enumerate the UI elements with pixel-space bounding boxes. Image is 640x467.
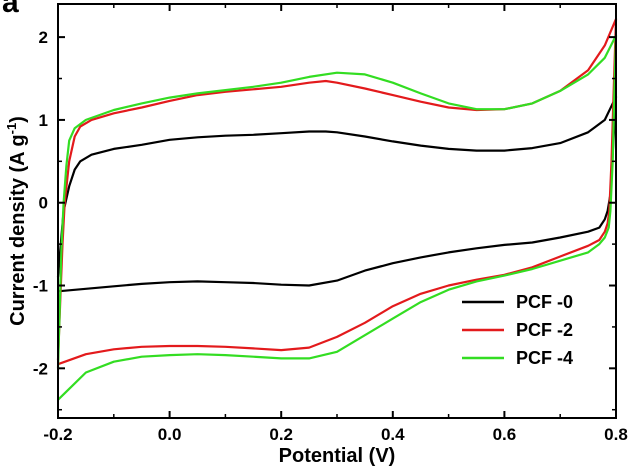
y-axis-label-main: Current density (A g <box>7 134 29 326</box>
x-tick-label: 0.8 <box>604 425 628 444</box>
ticks-layer <box>57 4 617 418</box>
x-tick-label: 0.4 <box>381 425 405 444</box>
x-tick-label: 0.6 <box>493 425 517 444</box>
x-tick-label: -0.2 <box>43 425 72 444</box>
legend: PCF -0 PCF -2 PCF -4 <box>462 292 573 368</box>
legend-label-1: PCF -2 <box>516 320 573 340</box>
series-line-1 <box>56 17 618 366</box>
x-axis-label: Potential (V) <box>279 445 396 467</box>
series-line-2 <box>56 34 618 401</box>
y-tick-label: 0 <box>39 194 48 213</box>
y-axis-label-close: ) <box>7 116 29 123</box>
legend-label-0: PCF -0 <box>516 292 573 312</box>
y-axis-label: Current density (A g-1) <box>4 116 29 326</box>
x-tick-label: 0.0 <box>158 425 182 444</box>
legend-label-2: PCF -4 <box>516 348 573 368</box>
series-layer <box>56 17 618 401</box>
y-axis-label-superscript: -1 <box>4 123 19 135</box>
y-tick-label: -1 <box>33 277 48 296</box>
y-tick-label: 2 <box>39 28 48 47</box>
tick-labels: -0.2 0.0 0.2 0.4 0.6 0.8 -2 -1 0 1 2 <box>33 28 628 444</box>
y-tick-label: -2 <box>33 359 48 378</box>
x-tick-label: 0.2 <box>269 425 293 444</box>
series-line-0 <box>56 95 618 293</box>
y-tick-label: 1 <box>39 111 48 130</box>
panel-label: a <box>2 0 19 19</box>
